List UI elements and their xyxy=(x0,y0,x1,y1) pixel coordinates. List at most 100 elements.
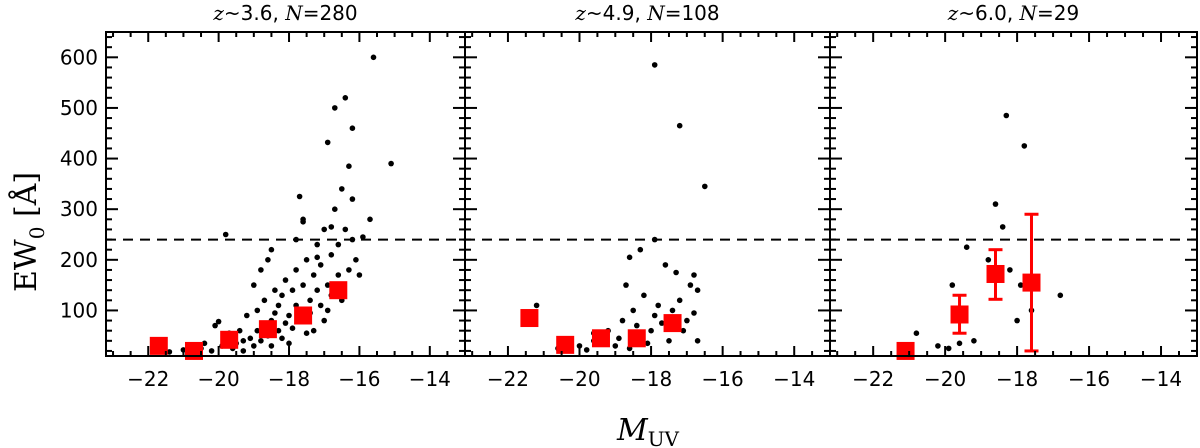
data-point xyxy=(247,335,254,342)
data-point xyxy=(963,244,970,250)
x-tick-label: −22 xyxy=(127,367,169,391)
data-point xyxy=(275,327,282,334)
data-point xyxy=(332,105,338,111)
binned-marker xyxy=(520,309,539,328)
data-point xyxy=(314,254,321,261)
data-point xyxy=(335,272,342,278)
data-point xyxy=(630,307,636,314)
data-point xyxy=(293,236,299,243)
data-point xyxy=(945,345,952,352)
data-point xyxy=(673,269,679,276)
x-tick-label: −22 xyxy=(852,367,894,391)
data-point xyxy=(662,262,669,268)
data-point xyxy=(212,322,218,329)
data-point xyxy=(666,338,672,344)
data-point xyxy=(367,216,373,223)
data-point xyxy=(254,327,261,334)
data-point xyxy=(388,160,394,167)
x-tick-label: −20 xyxy=(924,367,966,391)
data-point xyxy=(222,231,229,238)
data-point xyxy=(623,282,629,288)
data-point xyxy=(648,327,654,334)
data-point xyxy=(342,95,349,101)
data-point xyxy=(240,348,247,354)
data-point xyxy=(268,343,275,349)
data-point xyxy=(268,246,275,253)
data-point xyxy=(321,226,328,233)
x-tick-label: −14 xyxy=(1140,367,1182,391)
data-point xyxy=(949,282,956,288)
data-point xyxy=(694,338,701,344)
x-tick-label: −16 xyxy=(702,367,744,391)
data-point xyxy=(346,163,352,169)
data-point xyxy=(641,292,647,299)
binned-marker xyxy=(329,281,348,300)
y-tick-label: 500 xyxy=(60,96,98,120)
data-point xyxy=(533,302,540,309)
data-point xyxy=(324,139,331,146)
data-point xyxy=(1003,112,1010,119)
data-point xyxy=(651,236,658,243)
data-point xyxy=(659,320,665,326)
x-tick-label: −22 xyxy=(487,367,529,391)
panel-title: z~4.9, N=108 xyxy=(574,1,719,25)
data-point xyxy=(254,307,261,314)
data-point xyxy=(913,330,920,337)
binned-marker xyxy=(556,335,575,354)
data-point xyxy=(293,267,299,273)
data-point xyxy=(279,335,285,342)
panel-2: z~4.9, N=108 −22 −20 −18 −16 −14 xyxy=(464,1,831,391)
panel-title: z~6.0, N=29 xyxy=(947,1,1080,25)
data-point xyxy=(583,347,590,353)
data-point xyxy=(201,340,208,347)
data-point xyxy=(261,297,268,304)
data-point xyxy=(612,343,619,349)
data-point xyxy=(310,272,317,278)
data-point xyxy=(251,282,257,288)
data-point xyxy=(669,307,676,314)
binned-marker xyxy=(184,341,203,360)
data-point xyxy=(651,312,658,319)
data-point xyxy=(251,343,257,349)
y-tick-label: 400 xyxy=(60,147,98,171)
data-point xyxy=(314,287,321,294)
panel-frame xyxy=(829,31,1198,357)
data-point xyxy=(687,282,694,288)
data-point xyxy=(346,267,352,273)
data-point xyxy=(236,327,243,334)
data-point xyxy=(702,183,708,190)
binned-marker xyxy=(258,320,277,339)
binned-marker xyxy=(950,305,969,324)
data-point xyxy=(1007,267,1013,273)
data-point xyxy=(335,241,342,248)
x-tick-label: −18 xyxy=(630,367,672,391)
data-point xyxy=(1017,282,1024,288)
data-point xyxy=(258,267,264,273)
data-point xyxy=(349,236,356,243)
data-point xyxy=(342,226,349,233)
data-point xyxy=(694,287,701,294)
panel-title: z~3.6, N=280 xyxy=(212,1,357,25)
data-point xyxy=(992,201,999,207)
data-point xyxy=(272,287,278,294)
data-point xyxy=(626,254,633,261)
data-point xyxy=(971,338,977,344)
data-point xyxy=(644,340,651,347)
data-point xyxy=(985,257,992,263)
data-point xyxy=(300,216,306,223)
x-tick-label: −14 xyxy=(773,367,815,391)
binned-marker xyxy=(220,330,239,349)
data-point xyxy=(321,317,328,324)
data-point xyxy=(289,287,296,294)
data-point xyxy=(180,347,187,353)
data-point xyxy=(303,330,310,337)
data-point xyxy=(244,312,250,319)
data-point xyxy=(208,348,215,354)
panel-1: z~3.6, N=280 −22 −20 −18 −16 −14 100 200 300 400 5… xyxy=(60,1,466,391)
data-point xyxy=(634,322,640,329)
data-point xyxy=(655,302,661,309)
data-point xyxy=(691,310,697,316)
data-point xyxy=(258,338,264,344)
data-point xyxy=(349,125,356,131)
data-point xyxy=(300,282,306,288)
